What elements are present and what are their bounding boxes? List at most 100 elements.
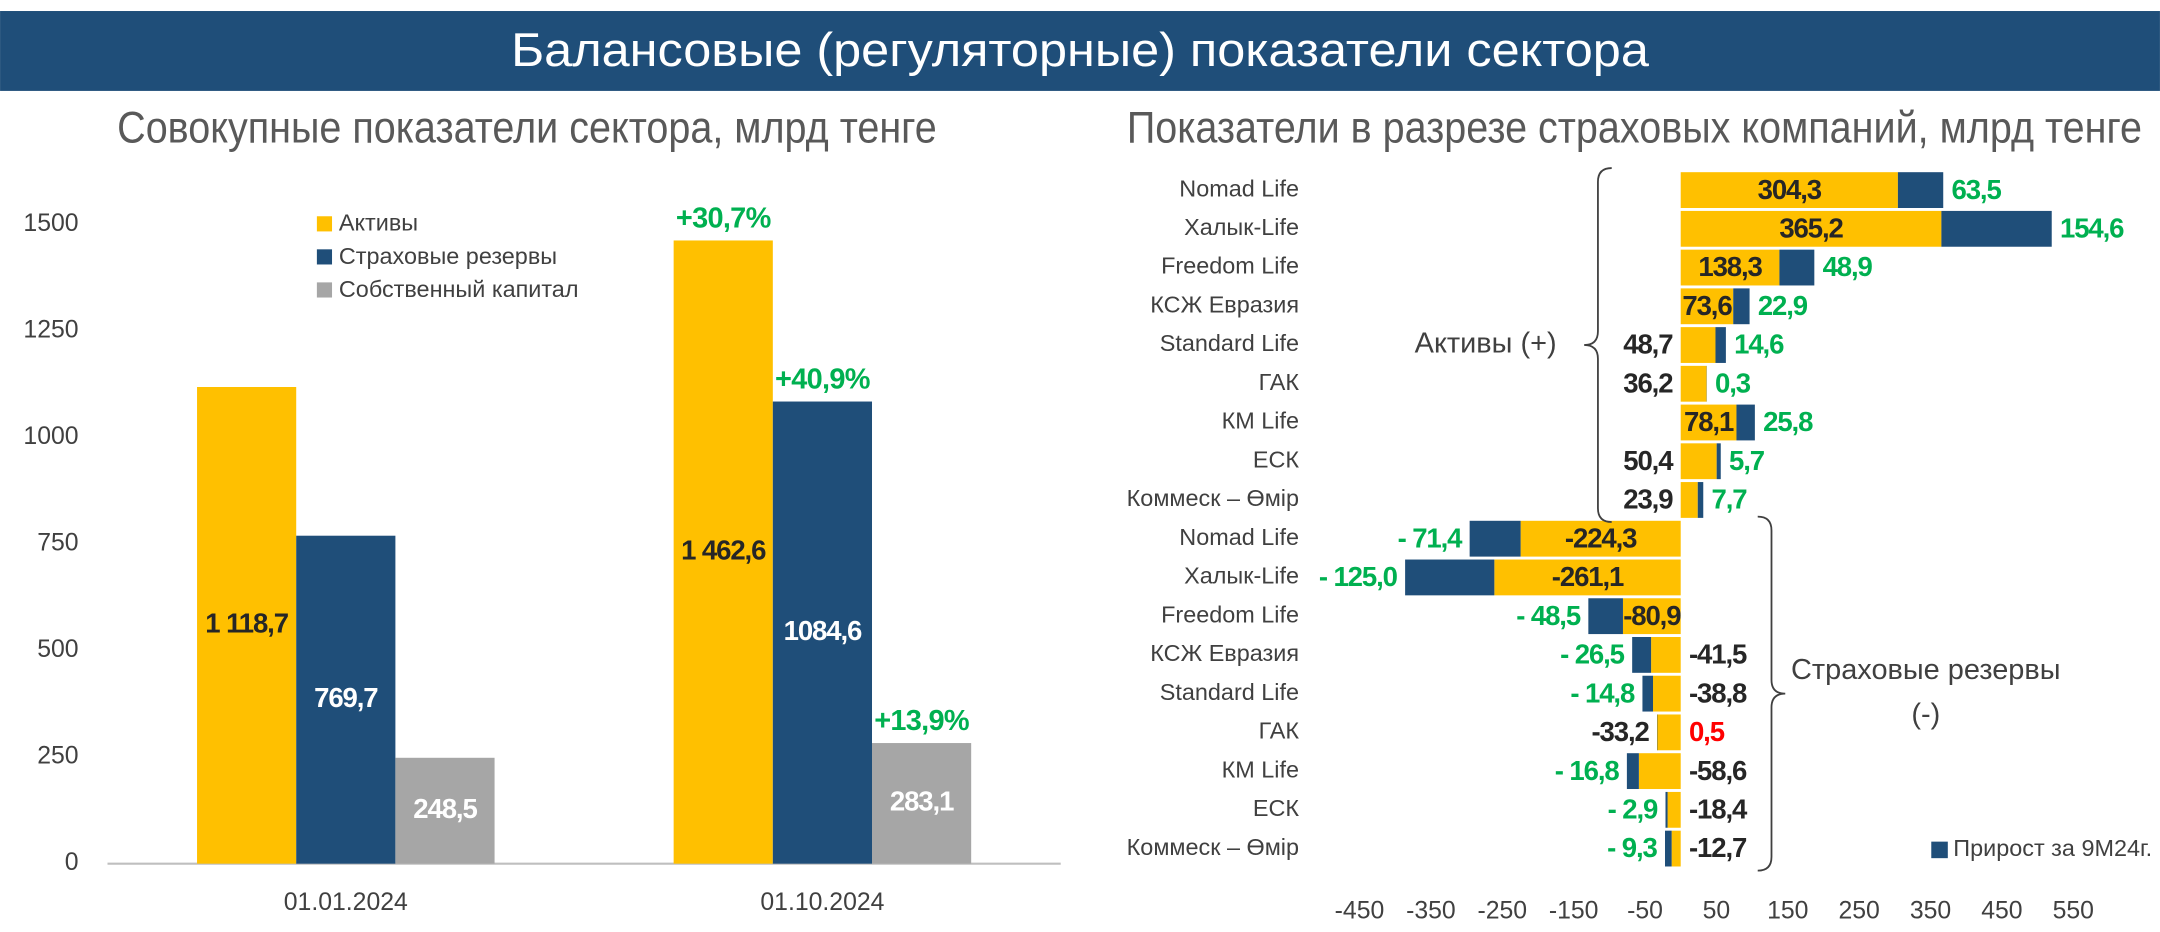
data-label: 248,5: [413, 793, 477, 824]
x-tick-label: 150: [1767, 897, 1808, 924]
legend-swatch: [316, 216, 333, 232]
bar-growth: [1642, 675, 1654, 712]
bar-base: [1680, 288, 1734, 325]
growth-label: - 48,5: [1516, 600, 1581, 631]
bar: [872, 743, 972, 864]
bar-growth: [1665, 791, 1668, 828]
growth-label: 48,9: [1823, 251, 1873, 282]
bar-base: [1680, 443, 1717, 480]
growth-label: - 125,0: [1319, 561, 1398, 592]
x-tick-label: -50: [1627, 897, 1663, 924]
data-label: 1 118,7: [205, 608, 288, 639]
base-label: -261,1: [1552, 561, 1624, 592]
growth-label: 5,7: [1729, 445, 1765, 476]
x-tick-label: 350: [1910, 897, 1951, 924]
bar-base: [1680, 365, 1707, 402]
growth-label: 154,6: [2060, 212, 2124, 243]
category-label: КМ Life: [1222, 756, 1299, 782]
bar-growth: [1626, 753, 1639, 790]
bar: [772, 401, 873, 864]
base-label: 36,2: [1623, 367, 1673, 398]
bar-base: [1680, 482, 1698, 518]
y-tick-label: 1500: [23, 210, 78, 237]
x-tick-label: 450: [1981, 897, 2022, 924]
legend-label: Страховые резервы: [339, 243, 557, 269]
growth-label: +30,7%: [676, 202, 771, 234]
base-label: -58,6: [1689, 755, 1747, 786]
bar-growth: [1715, 327, 1726, 363]
base-label: 73,6: [1682, 290, 1732, 321]
category-label: Standard Life: [1160, 679, 1299, 705]
category-label: Халык-Life: [1184, 563, 1299, 589]
data-label: 769,7: [314, 682, 378, 713]
base-label: 48,7: [1623, 329, 1673, 360]
x-tick-label: -350: [1406, 897, 1456, 924]
bar-base: [1671, 830, 1681, 867]
category-label: КСЖ Евразия: [1150, 640, 1299, 666]
bar: [673, 240, 773, 864]
category-label: КМ Life: [1222, 408, 1299, 434]
base-label: -33,2: [1591, 716, 1649, 747]
category-label: Standard Life: [1160, 330, 1299, 356]
growth-label: 22,9: [1758, 290, 1808, 321]
growth-label: - 16,8: [1555, 755, 1620, 786]
base-label: -38,8: [1689, 677, 1747, 708]
x-tick-label: 250: [1838, 897, 1879, 924]
data-label: 1 462,6: [681, 534, 766, 565]
bar-base: [1680, 404, 1737, 441]
y-tick-label: 0: [65, 849, 79, 876]
bar-base: [1638, 753, 1681, 790]
x-tick-label: -150: [1549, 897, 1599, 924]
bar-base: [1680, 210, 1942, 247]
y-tick-label: 1000: [23, 423, 78, 450]
x-tick-label: 550: [2053, 897, 2094, 924]
base-label: -12,7: [1689, 832, 1747, 863]
category-label: Nomad Life: [1179, 175, 1299, 201]
group-label: Активы (+): [1415, 328, 1557, 360]
base-label: 365,2: [1779, 212, 1843, 243]
title-banner: [0, 11, 2160, 91]
base-label: 78,1: [1684, 406, 1734, 437]
y-tick-label: 250: [37, 743, 78, 770]
bar-growth: [1469, 520, 1521, 557]
growth-label: - 26,5: [1560, 639, 1625, 670]
category-label: Freedom Life: [1161, 253, 1299, 279]
bar-growth: [1665, 830, 1672, 867]
legend-swatch: [316, 249, 333, 265]
growth-label: 14,6: [1734, 329, 1784, 360]
bar-growth: [1941, 210, 2052, 247]
y-tick-label: 750: [37, 530, 78, 557]
growth-label: 7,7: [1712, 484, 1748, 515]
legend-swatch: [316, 282, 333, 298]
category-label: ЕСК: [1253, 446, 1300, 472]
bar: [395, 757, 495, 864]
group-label: Страховые резервы: [1791, 654, 2060, 686]
growth-label: 0,3: [1715, 367, 1751, 398]
page-title: Балансовые (регуляторные) показатели сек…: [511, 24, 1650, 76]
bar: [296, 535, 396, 864]
base-label: -80,9: [1623, 600, 1681, 631]
legend-label: Прирост за 9M24г.: [1953, 835, 2152, 861]
bar-growth: [1779, 249, 1815, 286]
category-label: Freedom Life: [1161, 601, 1299, 627]
growth-label: 25,8: [1763, 406, 1813, 437]
category-label: ГАК: [1259, 718, 1300, 744]
bar-base: [1680, 249, 1780, 286]
bar-base: [1653, 675, 1681, 712]
legend-label: Собственный капитал: [339, 276, 579, 302]
y-tick-label: 1250: [23, 317, 78, 344]
y-tick-label: 500: [37, 636, 78, 663]
bar-growth: [1733, 288, 1750, 325]
category-label: Коммеск – Өмір: [1127, 834, 1299, 860]
category-label: Халык-Life: [1184, 214, 1299, 240]
category-label: Nomad Life: [1179, 524, 1299, 550]
bar-base: [1622, 598, 1681, 635]
bar-base: [1651, 636, 1681, 673]
base-label: -41,5: [1689, 639, 1747, 670]
base-label: 304,3: [1758, 174, 1822, 205]
growth-label: +13,9%: [874, 705, 969, 737]
x-tick-label: 01.10.2024: [760, 889, 884, 916]
group-brace: [1757, 515, 1786, 872]
bar-base: [1667, 791, 1681, 828]
